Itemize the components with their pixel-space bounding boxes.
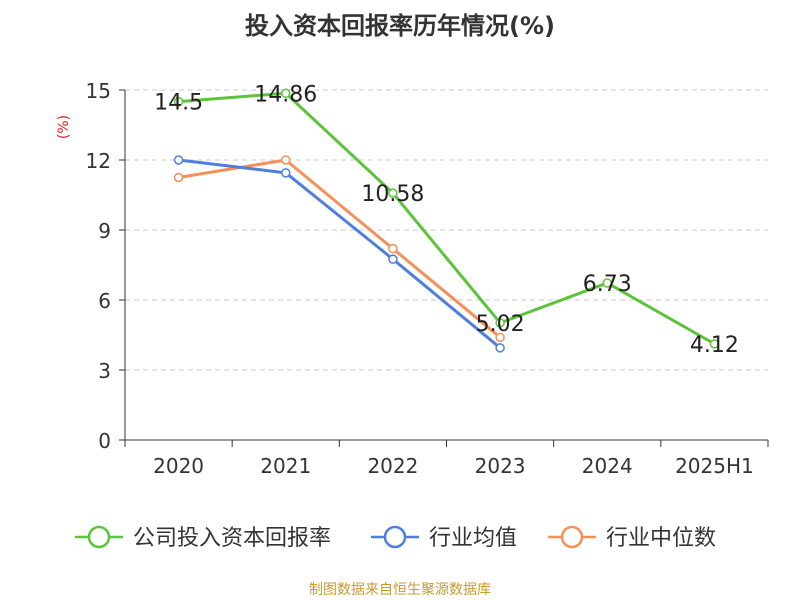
data-point	[281, 88, 291, 99]
data-point	[388, 188, 398, 198]
x-tick-label: 2023	[475, 454, 526, 478]
series-line	[178, 158, 502, 349]
legend-marker	[87, 525, 111, 549]
data-point	[495, 343, 505, 353]
data-point	[388, 243, 398, 254]
y-tick-label: 3	[98, 359, 111, 383]
x-tick-label: 2025H1	[675, 454, 754, 478]
legend-label: 行业均值	[429, 526, 517, 551]
data-label: 6.73	[583, 272, 632, 297]
legend-label: 行业中位数	[606, 526, 716, 551]
y-tick-label: 0	[98, 429, 111, 453]
data-label: 10.58	[361, 182, 424, 207]
data-point	[173, 155, 184, 165]
data-point	[173, 96, 184, 107]
x-tick-label: 2022	[367, 454, 418, 478]
y-tick-label: 9	[98, 219, 111, 243]
data-label: 4.12	[690, 333, 739, 358]
data-point	[602, 278, 612, 288]
y-tick-label: 12	[86, 149, 111, 173]
data-point	[281, 168, 291, 178]
data-label: 14.86	[254, 82, 317, 107]
y-axis-label: (%)	[56, 115, 72, 139]
legend-marker	[383, 525, 407, 549]
data-point	[173, 172, 184, 183]
y-tick-label: 6	[98, 289, 111, 313]
data-point	[709, 339, 720, 349]
data-point	[495, 318, 505, 328]
data-point	[281, 155, 291, 165]
legend-label: 公司投入资本回报率	[133, 526, 331, 551]
legend-marker	[560, 525, 584, 549]
data-source-note: 制图数据来自恒生聚源数据库	[309, 582, 491, 598]
series-line	[178, 91, 716, 346]
data-point	[495, 332, 505, 343]
data-label: 14.5	[154, 91, 203, 116]
data-point	[388, 254, 398, 264]
x-tick-label: 2020	[153, 454, 204, 478]
chart-title: 投入资本回报率历年情况(%)	[245, 12, 555, 40]
series-line	[178, 158, 502, 339]
x-tick-label: 2021	[260, 454, 311, 478]
y-tick-label: 15	[86, 79, 111, 103]
x-tick-label: 2024	[582, 454, 633, 478]
data-label: 5.02	[476, 312, 525, 337]
